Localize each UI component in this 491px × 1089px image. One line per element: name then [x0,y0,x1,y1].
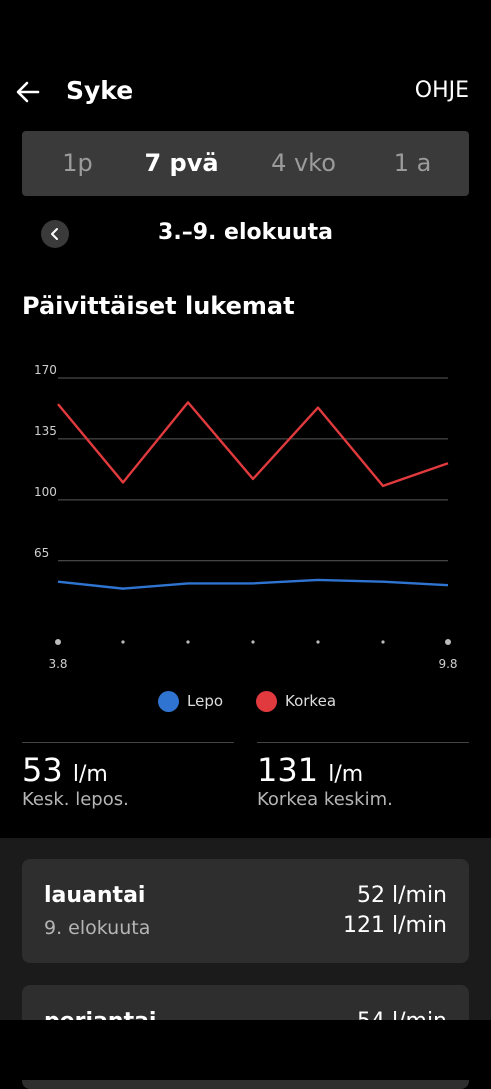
stat-resting-value: 53 l/m [22,751,234,789]
help-button[interactable]: OHJE [415,78,469,103]
day-high-value: 121 l/min [343,913,447,938]
stat-high-average: 131 l/m Korkea keskim. [257,742,469,823]
tab-4-weeks[interactable]: 4 vko [248,131,359,196]
legend-dot-high [256,691,277,712]
date-range-label: 3.–9. elokuuta [0,220,491,245]
section-title: Päivittäiset lukemat [22,292,295,320]
series-line-high [58,402,448,486]
x-tick-dot [121,640,124,643]
y-tick-label: 170 [34,363,57,377]
legend-item-high: Korkea [256,688,336,714]
page-title: Syke [66,76,133,105]
x-tick-dot [445,639,451,645]
x-tick-dot [55,639,61,645]
period-tabs: 1p 7 pvä 4 vko 1 a [22,131,469,196]
y-tick-label: 100 [34,485,57,499]
resting-value: 53 [22,751,63,789]
stat-high-value: 131 l/m [257,751,469,789]
y-tick-label: 65 [34,546,49,560]
resting-unit: l/m [73,762,108,787]
tab-1-year[interactable]: 1 a [357,131,468,196]
x-tick-dot [186,640,189,643]
heart-rate-chart: 65 100 135 170 3.8 9.8 [0,360,491,680]
x-tick-dot [381,640,384,643]
date-range: 3.–9. elokuuta [0,216,491,252]
tab-1-day[interactable]: 1p [22,131,133,196]
y-tick-label: 135 [34,424,57,438]
legend-label-high: Korkea [285,692,336,710]
back-arrow-icon[interactable] [14,78,42,106]
legend-dot-rest [158,691,179,712]
x-tick-dot [251,640,254,643]
system-navigation-bar [0,1020,491,1080]
app-header: Syke OHJE [0,70,491,116]
chart-legend: Lepo Korkea [0,688,491,714]
x-tick-dot [316,640,319,643]
stat-resting-average: 53 l/m Kesk. lepos. [22,742,234,823]
stat-high-label: Korkea keskim. [257,789,469,810]
x-tick-label: 3.8 [48,657,67,671]
day-name: lauantai [44,883,145,908]
day-date: 9. elokuuta [44,917,150,939]
high-value: 131 [257,751,318,789]
legend-label-rest: Lepo [187,692,223,710]
stat-resting-label: Kesk. lepos. [22,789,234,810]
series-line-rest [58,580,448,589]
day-rest-value: 52 l/min [357,883,447,908]
legend-item-rest: Lepo [158,688,223,714]
high-unit: l/m [328,762,363,787]
x-tick-label: 9.8 [438,657,457,671]
tab-7-days[interactable]: 7 pvä [126,131,237,196]
day-card[interactable]: lauantai 9. elokuuta 52 l/min 121 l/min [22,859,469,963]
